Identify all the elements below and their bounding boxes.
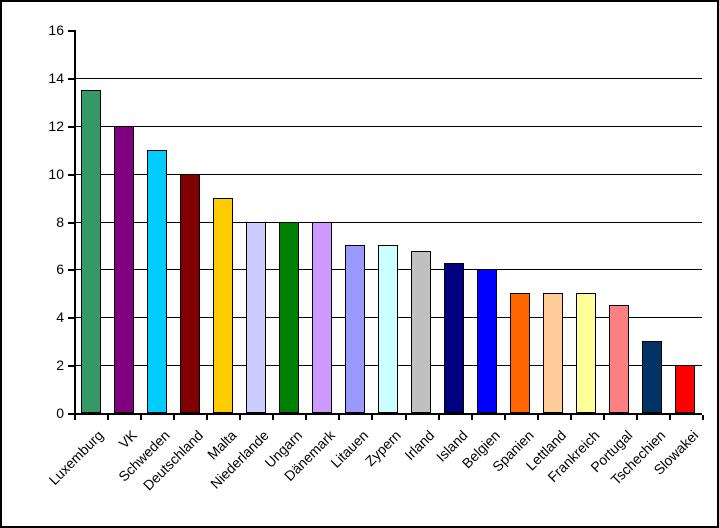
gridline bbox=[74, 173, 702, 175]
x-axis-tick bbox=[503, 415, 506, 420]
x-axis-tick bbox=[602, 415, 605, 420]
bar bbox=[477, 269, 498, 413]
bar bbox=[113, 125, 134, 413]
gridline bbox=[74, 221, 702, 223]
y-tick-label: 12 bbox=[48, 117, 64, 134]
x-axis-tick bbox=[206, 415, 209, 420]
gridline bbox=[74, 125, 702, 127]
bar bbox=[510, 293, 531, 413]
x-axis-tick bbox=[635, 415, 638, 420]
y-tick-label: 16 bbox=[48, 22, 64, 38]
y-tick-label: 6 bbox=[56, 261, 64, 278]
x-axis-tick bbox=[702, 415, 704, 420]
y-tick-label: 8 bbox=[56, 213, 64, 230]
y-axis-tick bbox=[68, 221, 74, 224]
y-axis-tick bbox=[68, 365, 74, 368]
x-category-label-text: Zypern bbox=[362, 427, 405, 470]
x-axis-tick bbox=[173, 415, 176, 420]
y-tick-label: 0 bbox=[56, 405, 64, 421]
x-axis-tick bbox=[404, 415, 407, 420]
bar bbox=[344, 245, 365, 413]
bar bbox=[609, 305, 630, 413]
x-category-label-text: Luxemburg bbox=[45, 427, 107, 488]
x-axis-tick bbox=[272, 415, 275, 420]
y-axis-tick bbox=[68, 269, 74, 272]
x-category-label-text: VK bbox=[115, 427, 140, 452]
y-tick-label: 10 bbox=[48, 165, 64, 182]
x-axis-tick bbox=[305, 415, 308, 420]
bar bbox=[179, 173, 200, 413]
y-axis-tick bbox=[68, 30, 74, 32]
y-axis-tick bbox=[68, 77, 74, 80]
x-axis-tick bbox=[140, 415, 143, 420]
bar bbox=[245, 221, 266, 413]
x-axis-tick bbox=[107, 415, 110, 420]
x-axis-tick bbox=[437, 415, 440, 420]
bar bbox=[378, 245, 398, 413]
bar bbox=[411, 251, 432, 413]
x-axis-tick bbox=[668, 415, 671, 420]
x-axis-tick bbox=[569, 415, 572, 420]
y-tick-label: 4 bbox=[56, 309, 64, 326]
bar bbox=[576, 293, 597, 413]
x-category-label-text: Irland bbox=[401, 427, 438, 464]
x-axis-line bbox=[74, 413, 702, 415]
x-axis-tick bbox=[371, 415, 374, 420]
y-axis-tick bbox=[68, 125, 74, 128]
bar bbox=[80, 89, 101, 413]
x-axis-tick bbox=[338, 415, 341, 420]
bar bbox=[543, 293, 564, 413]
x-axis-tick bbox=[536, 415, 539, 420]
y-axis-line bbox=[74, 30, 76, 415]
gridline bbox=[74, 77, 702, 79]
y-tick-label: 14 bbox=[48, 69, 64, 86]
bar bbox=[146, 149, 167, 413]
bar bbox=[642, 341, 663, 413]
x-axis-tick bbox=[470, 415, 473, 420]
x-axis-tick bbox=[239, 415, 242, 420]
y-axis-tick bbox=[68, 173, 74, 176]
bar bbox=[311, 221, 332, 413]
x-axis-tick bbox=[74, 415, 76, 420]
bar bbox=[444, 263, 465, 413]
bar bbox=[212, 197, 233, 413]
bar bbox=[278, 221, 299, 413]
y-axis-tick bbox=[68, 413, 74, 415]
bar bbox=[675, 365, 696, 413]
y-tick-label: 2 bbox=[56, 357, 64, 374]
y-axis-tick bbox=[68, 317, 74, 320]
